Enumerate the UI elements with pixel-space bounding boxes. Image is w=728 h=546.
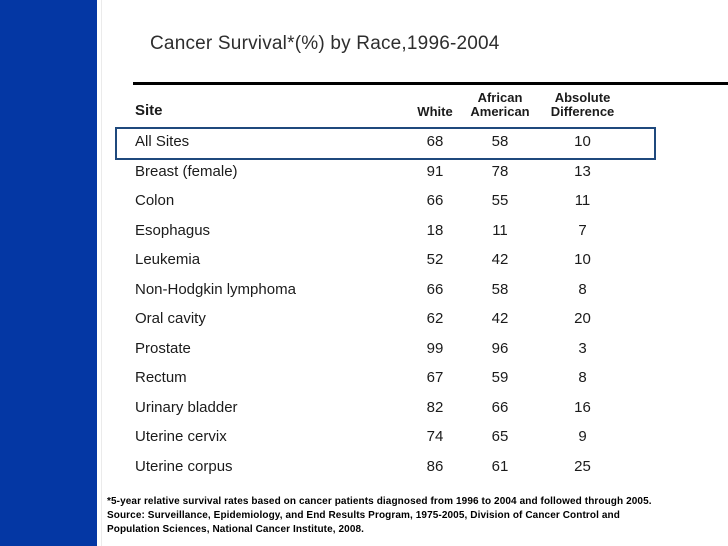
cell-site: Leukemia [135, 251, 201, 269]
cell-absolute-difference: 8 [578, 280, 587, 298]
cell-site: Breast (female) [135, 162, 238, 180]
table-row: Breast (female) 91 78 13 [133, 157, 630, 187]
header-line: African [477, 89, 523, 105]
table-row-highlighted: All Sites 68 58 10 [133, 127, 630, 157]
cell-absolute-difference: 9 [578, 428, 587, 446]
cell-white: 66 [426, 280, 444, 298]
cell-absolute-difference: 10 [574, 251, 591, 269]
cell-absolute-difference: 7 [578, 221, 587, 239]
cell-white: 62 [426, 310, 444, 328]
column-header-absolute-difference: Absolute Difference [535, 85, 630, 127]
cell-absolute-difference: 8 [578, 369, 587, 387]
footnote-line: Population Sciences, National Cancer Ins… [107, 523, 365, 535]
column-header-site: Site [135, 102, 163, 120]
table-row: Esophagus 18 11 7 [133, 216, 630, 246]
slide-title: Cancer Survival*(%) by Race,1996-2004 [150, 33, 500, 54]
table-row: Uterine cervix 74 65 9 [133, 422, 630, 452]
cell-site: Urinary bladder [135, 398, 238, 416]
cell-african-american: 11 [492, 221, 508, 239]
cell-african-american: 59 [491, 369, 509, 387]
cell-absolute-difference: 25 [574, 457, 591, 475]
cell-white: 68 [426, 133, 444, 151]
table-row: Oral cavity 62 42 20 [133, 304, 630, 334]
table-top-rule [133, 82, 728, 85]
table-row: Rectum 67 59 8 [133, 363, 630, 393]
cell-site: Uterine corpus [135, 457, 233, 475]
cell-african-american: 96 [491, 339, 509, 357]
table-row: Non-Hodgkin lymphoma 66 58 8 [133, 275, 630, 305]
cell-absolute-difference: 10 [574, 133, 591, 151]
table-row: Colon 66 55 11 [133, 186, 630, 216]
cell-site: All Sites [135, 133, 190, 151]
table-body: All Sites 68 58 10 Breast (female) 91 78… [133, 127, 630, 481]
cell-white: 99 [426, 339, 444, 357]
content-area-edge [101, 0, 102, 546]
cell-white: 86 [426, 457, 444, 475]
cell-white: 67 [426, 369, 444, 387]
cell-site: Rectum [135, 369, 187, 387]
table-row: Prostate 99 96 3 [133, 334, 630, 364]
cell-african-american: 42 [491, 251, 509, 269]
cell-absolute-difference: 13 [574, 162, 591, 180]
table-row: Leukemia 52 42 10 [133, 245, 630, 275]
header-line: American [470, 104, 530, 120]
cell-white: 52 [426, 251, 444, 269]
cell-white: 18 [426, 221, 444, 239]
cell-african-american: 78 [491, 162, 509, 180]
table-row: Uterine corpus 86 61 25 [133, 452, 630, 482]
cell-site: Non-Hodgkin lymphoma [135, 280, 296, 298]
cell-site: Uterine cervix [135, 428, 227, 446]
cell-site: Oral cavity [135, 310, 206, 328]
table-row: Urinary bladder 82 66 16 [133, 393, 630, 423]
cell-absolute-difference: 11 [574, 192, 591, 210]
footnote-line: *5-year relative survival rates based on… [107, 496, 652, 507]
cell-absolute-difference: 16 [574, 398, 591, 416]
cell-white: 82 [426, 398, 444, 416]
column-header-white: White [417, 104, 453, 120]
header-line: Difference [550, 104, 615, 120]
cell-white: 66 [426, 192, 444, 210]
cell-african-american: 65 [491, 428, 509, 446]
table-header-row: Site White African American Absolute Dif… [133, 85, 630, 127]
header-line: Absolute [554, 89, 611, 105]
sidebar-accent-bar [0, 0, 97, 546]
cell-absolute-difference: 3 [578, 339, 587, 357]
survival-table: Site White African American Absolute Dif… [133, 85, 630, 481]
cell-absolute-difference: 20 [574, 310, 591, 328]
cell-african-american: 42 [491, 310, 509, 328]
cell-white: 74 [426, 428, 444, 446]
cell-white: 91 [426, 162, 444, 180]
cell-african-american: 58 [491, 280, 509, 298]
column-header-african-american: African American [465, 85, 535, 127]
cell-african-american: 55 [491, 192, 509, 210]
cell-site: Prostate [135, 339, 191, 357]
cell-site: Esophagus [135, 221, 211, 239]
cell-african-american: 66 [491, 398, 509, 416]
footnote: *5-year relative survival rates based on… [107, 495, 722, 536]
cell-african-american: 58 [491, 133, 509, 151]
cell-african-american: 61 [491, 457, 509, 475]
footnote-line: Source: Surveillance, Epidemiology, and … [107, 509, 620, 521]
cell-site: Colon [135, 192, 175, 210]
